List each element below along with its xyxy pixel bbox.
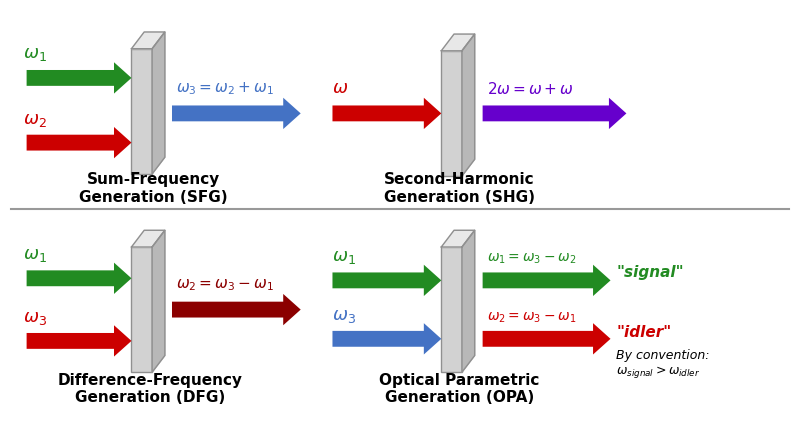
Text: $\omega_{signal} > \omega_{idler}$: $\omega_{signal} > \omega_{idler}$ [616, 364, 701, 380]
Text: Difference-Frequency
Generation (DFG): Difference-Frequency Generation (DFG) [58, 373, 242, 405]
Text: $\omega_1$: $\omega_1$ [22, 246, 46, 264]
FancyArrow shape [482, 323, 610, 354]
Text: $\omega_1$: $\omega_1$ [333, 248, 357, 266]
Polygon shape [131, 32, 165, 49]
FancyArrow shape [26, 325, 131, 357]
FancyArrow shape [333, 323, 442, 354]
FancyArrow shape [172, 98, 301, 129]
Text: "idler": "idler" [617, 325, 672, 340]
Text: $\omega_2 = \omega_3 - \omega_1$: $\omega_2 = \omega_3 - \omega_1$ [176, 277, 274, 293]
Polygon shape [131, 230, 165, 247]
Text: "signal": "signal" [617, 264, 685, 280]
FancyArrow shape [482, 98, 626, 129]
FancyBboxPatch shape [442, 51, 462, 176]
FancyBboxPatch shape [442, 247, 462, 372]
Text: $\omega_2$: $\omega_2$ [22, 111, 46, 129]
Polygon shape [462, 34, 474, 176]
FancyArrow shape [26, 263, 131, 294]
FancyArrow shape [26, 127, 131, 158]
Polygon shape [152, 230, 165, 372]
Text: $\omega_3$: $\omega_3$ [22, 309, 46, 327]
FancyArrow shape [482, 265, 610, 296]
Text: Second-Harmonic
Generation (SHG): Second-Harmonic Generation (SHG) [384, 172, 535, 205]
FancyArrow shape [172, 294, 301, 325]
FancyBboxPatch shape [131, 49, 152, 174]
FancyArrow shape [333, 98, 442, 129]
Text: $\omega$: $\omega$ [333, 79, 349, 97]
Text: $2\omega = \omega + \omega$: $2\omega = \omega + \omega$ [487, 81, 574, 97]
Text: $\omega_1$: $\omega_1$ [22, 45, 46, 63]
Polygon shape [442, 230, 474, 247]
FancyBboxPatch shape [131, 247, 152, 372]
Text: Sum-Frequency
Generation (SFG): Sum-Frequency Generation (SFG) [79, 172, 228, 205]
Text: $\omega_3$: $\omega_3$ [333, 307, 357, 325]
FancyArrow shape [333, 265, 442, 296]
Polygon shape [152, 32, 165, 174]
Text: Optical Parametric
Generation (OPA): Optical Parametric Generation (OPA) [379, 373, 540, 405]
Polygon shape [442, 34, 474, 51]
FancyArrow shape [26, 62, 131, 93]
Text: $\omega_1 = \omega_3 - \omega_2$: $\omega_1 = \omega_3 - \omega_2$ [487, 251, 577, 266]
Text: $\omega_3 = \omega_2 + \omega_1$: $\omega_3 = \omega_2 + \omega_1$ [176, 80, 274, 97]
Polygon shape [462, 230, 474, 372]
Text: $\omega_2 = \omega_3 - \omega_1$: $\omega_2 = \omega_3 - \omega_1$ [487, 310, 577, 325]
Text: By convention:: By convention: [616, 349, 710, 362]
